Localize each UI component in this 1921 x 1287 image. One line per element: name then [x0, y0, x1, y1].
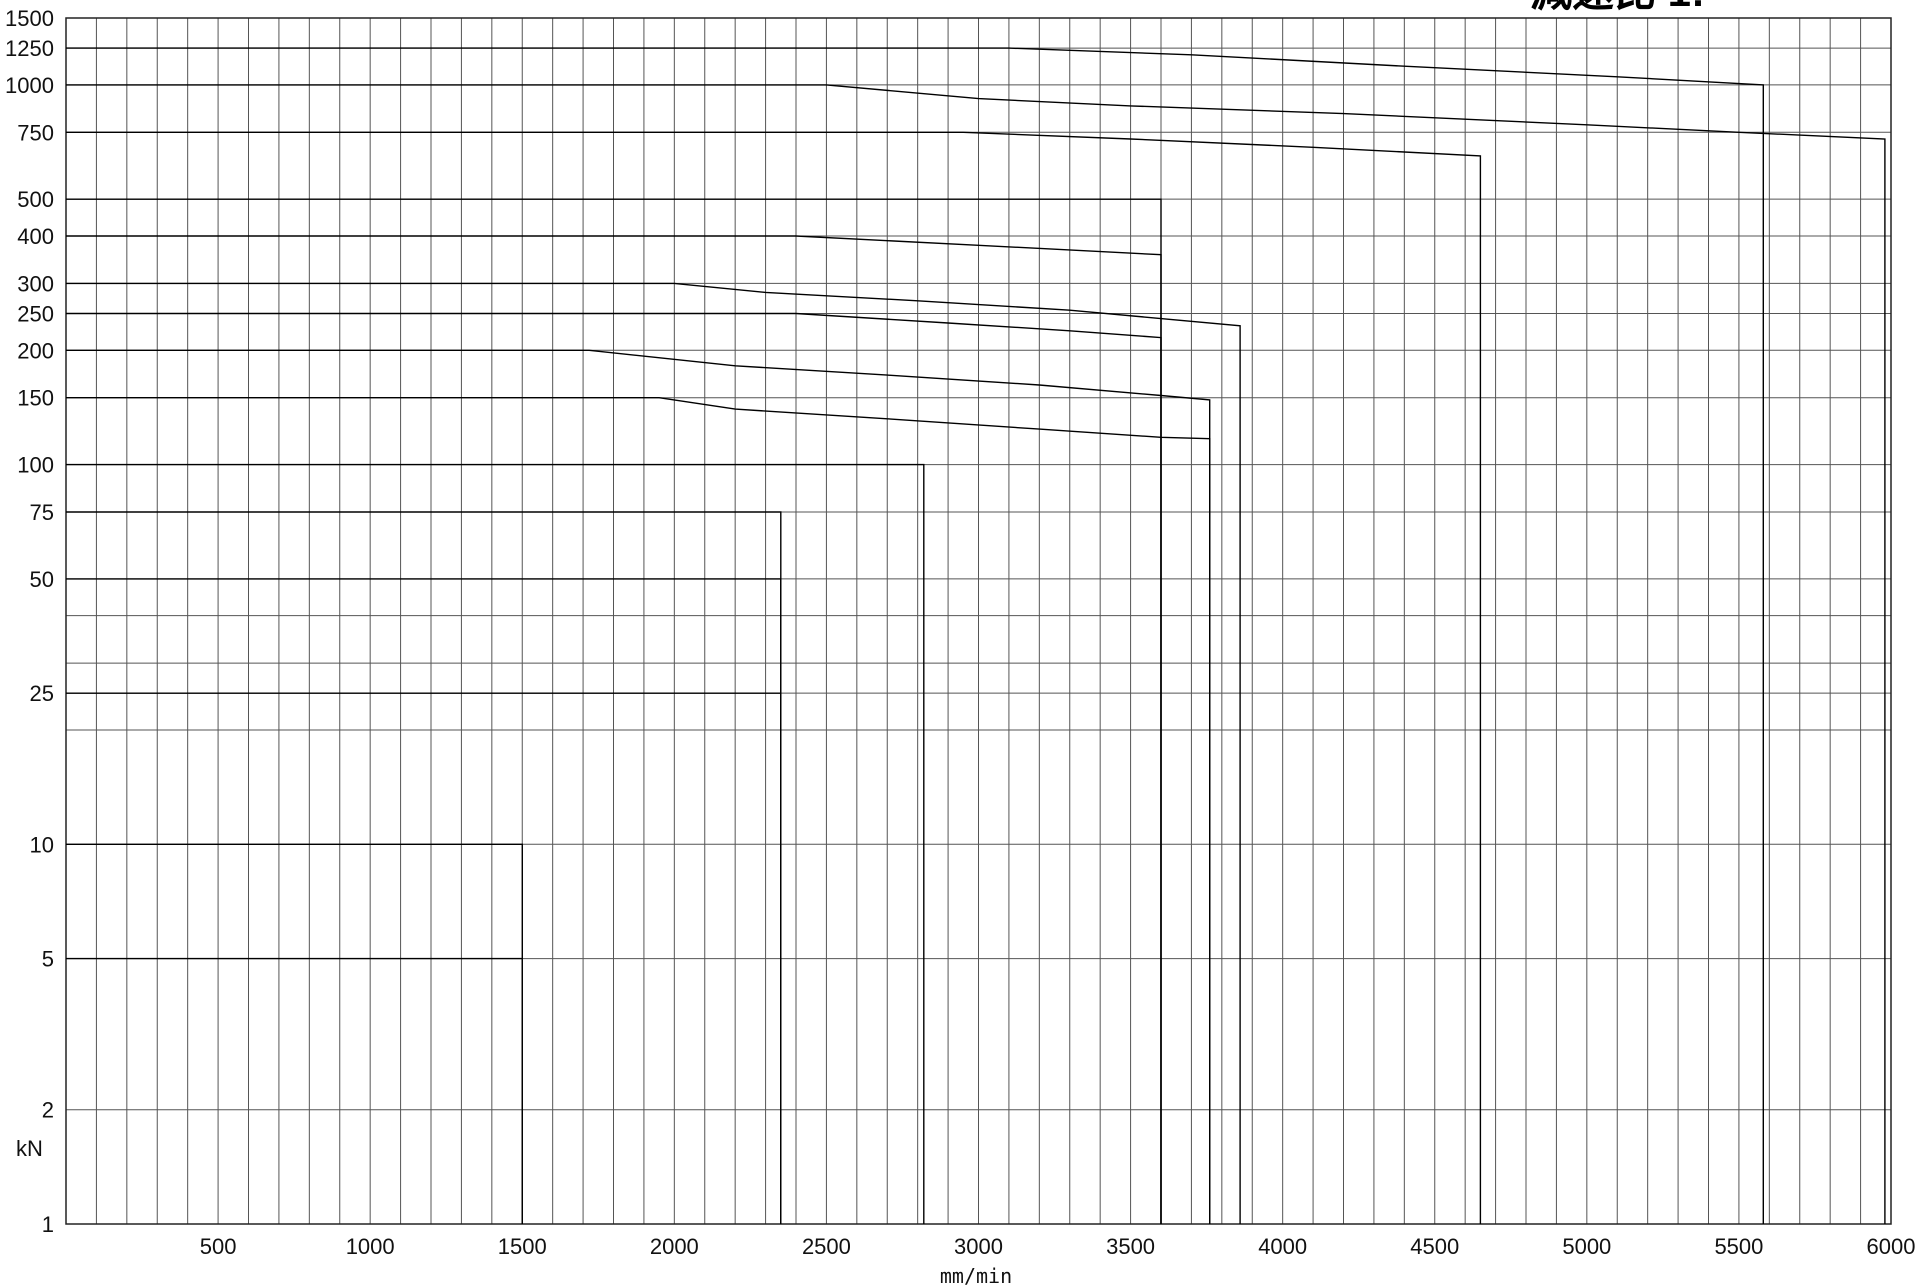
- x-tick-label: 1000: [346, 1234, 395, 1259]
- series-line-4: [66, 578, 782, 1224]
- y-tick-label: 500: [17, 187, 54, 212]
- x-tick-label: 4500: [1410, 1234, 1459, 1259]
- y-tick-label: 400: [17, 224, 54, 249]
- series-layer: [66, 47, 1886, 1224]
- x-axis-label: mm/min: [940, 1264, 1012, 1287]
- y-tick-label: 2: [42, 1098, 54, 1123]
- y-tick-label: 1500: [5, 6, 54, 31]
- x-tick-label: 2500: [802, 1234, 851, 1259]
- y-tick-label: 150: [17, 386, 54, 411]
- y-tick-label: 300: [17, 271, 54, 296]
- y-tick-label: 750: [17, 120, 54, 145]
- x-tick-label: 3500: [1106, 1234, 1155, 1259]
- x-tick-label: 5000: [1562, 1234, 1611, 1259]
- series-line-2: [66, 843, 523, 1224]
- plot-frame: [65, 17, 1892, 1225]
- y-tick-label: 100: [17, 453, 54, 478]
- y-tick-label: 25: [30, 681, 54, 706]
- y-tick-labels: 1251025507510015020025030040050075010001…: [5, 6, 54, 1237]
- chart-title: 減速比 1:: [1530, 0, 1705, 15]
- y-tick-label: 50: [30, 567, 54, 592]
- series-line-5: [66, 511, 782, 1224]
- y-tick-label: 200: [17, 338, 54, 363]
- series-line-12: [66, 198, 1162, 1224]
- series-line-13: [66, 131, 1482, 1224]
- x-tick-label: 6000: [1867, 1234, 1916, 1259]
- y-axis-label: kN: [16, 1136, 43, 1161]
- y-tick-label: 1: [42, 1212, 54, 1237]
- y-tick-label: 250: [17, 301, 54, 326]
- series-line-14: [66, 84, 1886, 1224]
- y-tick-label: 10: [30, 832, 54, 857]
- x-tick-label: 500: [200, 1234, 237, 1259]
- vertical-gridlines: [95, 18, 1862, 1224]
- y-tick-label: 1250: [5, 36, 54, 61]
- series-line-6: [66, 463, 925, 1224]
- x-tick-label: 5500: [1714, 1234, 1763, 1259]
- x-tick-label: 1500: [498, 1234, 547, 1259]
- series-line-7: [66, 397, 1211, 1224]
- x-tick-labels: 500 1000 1500 2000 2500 3000 3500 4000 4500 5000 5…: [200, 1234, 1916, 1259]
- x-tick-label: 3000: [954, 1234, 1003, 1259]
- x-tick-label: 4000: [1258, 1234, 1307, 1259]
- y-tick-label: 75: [30, 500, 54, 525]
- x-tick-label: 2000: [650, 1234, 699, 1259]
- y-tick-label: 1000: [5, 73, 54, 98]
- series-line-15: [66, 47, 1765, 1224]
- y-tick-label: 5: [42, 947, 54, 972]
- series-line-8: [66, 349, 1211, 1224]
- series-line-10: [66, 282, 1241, 1224]
- series-line-1: [66, 957, 523, 1224]
